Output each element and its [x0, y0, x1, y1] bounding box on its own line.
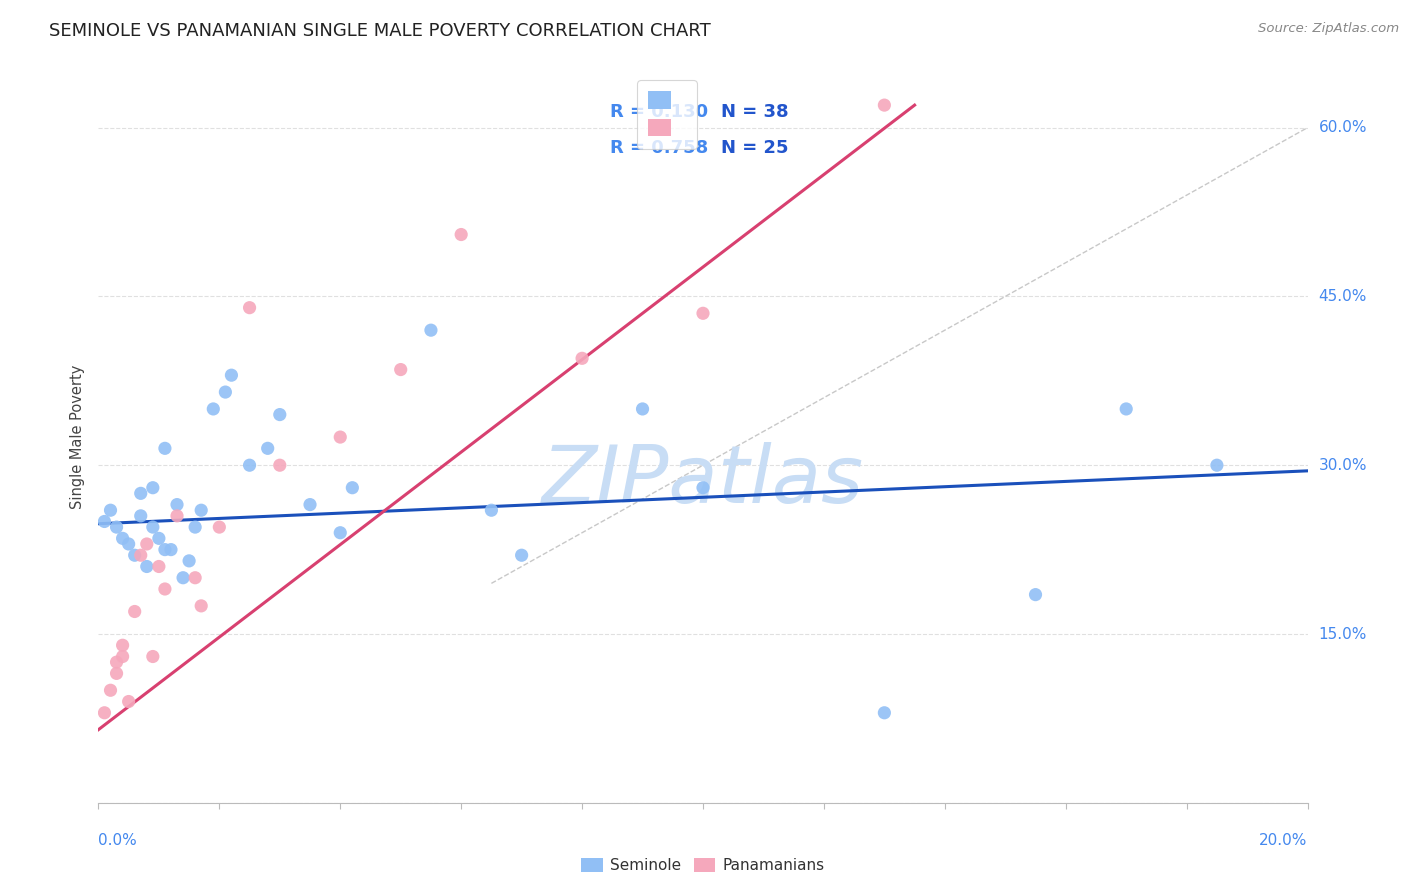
- Text: 0.0%: 0.0%: [98, 833, 138, 848]
- Point: [111, 649, 134, 664]
- Point: [118, 694, 141, 708]
- Point: [142, 649, 165, 664]
- Point: [1024, 588, 1046, 602]
- Point: [135, 537, 157, 551]
- Point: [129, 508, 152, 523]
- Point: [389, 362, 412, 376]
- Point: [148, 532, 170, 546]
- Point: [124, 605, 146, 619]
- Point: [221, 368, 243, 383]
- Point: [105, 520, 128, 534]
- Text: 15.0%: 15.0%: [1319, 626, 1367, 641]
- Text: 30.0%: 30.0%: [1319, 458, 1367, 473]
- Point: [153, 582, 176, 596]
- Point: [166, 498, 188, 512]
- Legend: Seminole, Panamanians: Seminole, Panamanians: [575, 852, 831, 880]
- Point: [202, 401, 225, 416]
- Point: [129, 548, 152, 562]
- Point: [153, 442, 176, 456]
- Point: [118, 537, 141, 551]
- Y-axis label: Single Male Poverty: Single Male Poverty: [70, 365, 86, 509]
- Point: [142, 520, 165, 534]
- Point: [177, 554, 201, 568]
- Point: [631, 401, 654, 416]
- Point: [873, 98, 896, 112]
- Point: [329, 525, 352, 540]
- Text: Source: ZipAtlas.com: Source: ZipAtlas.com: [1258, 22, 1399, 36]
- Point: [692, 306, 714, 320]
- Text: N = 38: N = 38: [721, 103, 789, 120]
- Point: [111, 532, 134, 546]
- Point: [105, 666, 128, 681]
- Point: [269, 408, 291, 422]
- Point: [481, 503, 503, 517]
- Point: [269, 458, 291, 473]
- Point: [93, 706, 115, 720]
- Point: [148, 559, 170, 574]
- Point: [160, 542, 183, 557]
- Point: [419, 323, 441, 337]
- Point: [142, 481, 165, 495]
- Point: [100, 683, 122, 698]
- Text: SEMINOLE VS PANAMANIAN SINGLE MALE POVERTY CORRELATION CHART: SEMINOLE VS PANAMANIAN SINGLE MALE POVER…: [49, 22, 711, 40]
- Text: R = 0.130: R = 0.130: [610, 103, 709, 120]
- Point: [190, 599, 212, 613]
- Point: [153, 542, 176, 557]
- Text: 20.0%: 20.0%: [1260, 833, 1308, 848]
- Point: [190, 503, 212, 517]
- Point: [571, 351, 593, 366]
- Point: [342, 481, 364, 495]
- Point: [299, 498, 322, 512]
- Point: [166, 508, 188, 523]
- Point: [105, 655, 128, 669]
- Point: [184, 571, 207, 585]
- Point: [111, 638, 134, 652]
- Point: [100, 503, 122, 517]
- Point: [208, 520, 231, 534]
- Point: [124, 548, 146, 562]
- Point: [873, 706, 896, 720]
- Point: [172, 571, 194, 585]
- Point: [256, 442, 278, 456]
- Text: 45.0%: 45.0%: [1319, 289, 1367, 304]
- Text: ZIPatlas: ZIPatlas: [541, 442, 865, 520]
- Text: N = 25: N = 25: [721, 139, 789, 157]
- Point: [184, 520, 207, 534]
- Point: [329, 430, 352, 444]
- Point: [135, 559, 157, 574]
- Point: [129, 486, 152, 500]
- Point: [239, 458, 262, 473]
- Text: R = 0.758: R = 0.758: [610, 139, 709, 157]
- Point: [239, 301, 262, 315]
- Point: [1115, 401, 1137, 416]
- Point: [450, 227, 472, 242]
- Text: 60.0%: 60.0%: [1319, 120, 1367, 135]
- Point: [1206, 458, 1229, 473]
- Point: [510, 548, 533, 562]
- Point: [93, 515, 115, 529]
- Point: [214, 385, 236, 400]
- Point: [692, 481, 714, 495]
